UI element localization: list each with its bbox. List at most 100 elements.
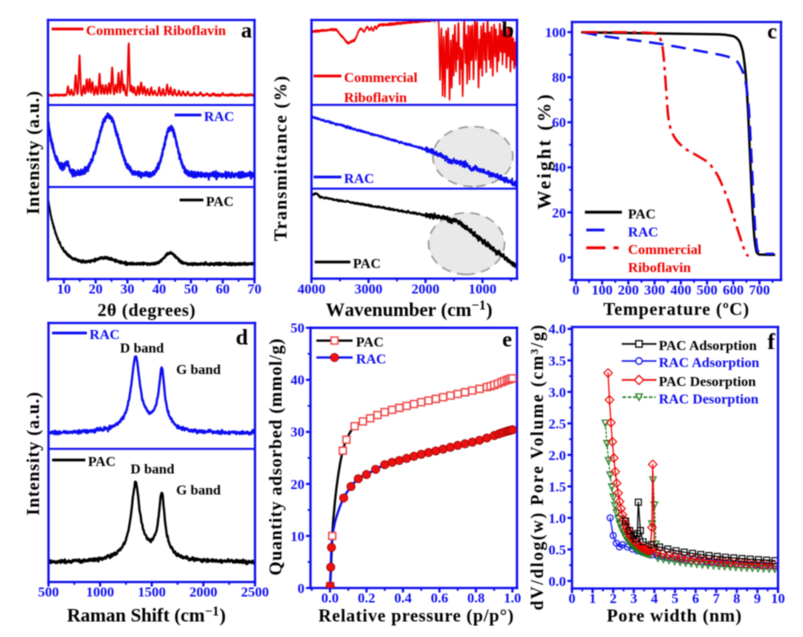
svg-text:Transmittance (%): Transmittance (%) [270, 75, 291, 241]
svg-text:PAC: PAC [88, 455, 116, 470]
svg-text:2.5: 2.5 [549, 417, 566, 432]
svg-text:c: c [767, 18, 777, 43]
svg-text:400: 400 [670, 284, 691, 299]
svg-text:Commercial: Commercial [628, 243, 702, 258]
svg-text:6: 6 [692, 592, 699, 607]
svg-text:2θ (degrees): 2θ (degrees) [97, 300, 195, 321]
svg-text:300: 300 [644, 284, 665, 299]
svg-text:Intensity (a.u.): Intensity (a.u.) [23, 90, 44, 214]
svg-text:a: a [241, 17, 252, 42]
svg-text:20: 20 [89, 283, 103, 298]
svg-text:RAC Adsorption: RAC Adsorption [659, 356, 760, 371]
svg-text:G band: G band [176, 484, 221, 499]
svg-text:1500: 1500 [138, 586, 166, 601]
svg-text:0: 0 [298, 582, 305, 597]
svg-text:50: 50 [291, 322, 305, 337]
svg-text:Riboflavin: Riboflavin [628, 261, 691, 276]
svg-text:0.0: 0.0 [549, 575, 566, 590]
svg-text:f: f [767, 329, 775, 354]
svg-text:1000: 1000 [86, 586, 114, 601]
svg-text:500: 500 [697, 284, 718, 299]
svg-text:RAC: RAC [344, 172, 374, 187]
svg-text:1.0: 1.0 [504, 592, 521, 607]
svg-text:30: 30 [120, 283, 134, 298]
svg-text:2000: 2000 [412, 282, 440, 297]
svg-text:1000: 1000 [469, 282, 497, 297]
svg-text:Weight (%): Weight (%) [534, 92, 555, 209]
svg-text:3.5: 3.5 [549, 354, 566, 369]
svg-text:500: 500 [38, 586, 59, 601]
svg-text:Pore width (nm): Pore width (nm) [607, 606, 742, 627]
svg-text:1: 1 [589, 592, 596, 607]
svg-text:20: 20 [291, 478, 305, 493]
svg-text:PAC Desorption: PAC Desorption [659, 375, 756, 390]
svg-text:4000: 4000 [298, 282, 326, 297]
svg-text:Riboflavin: Riboflavin [344, 91, 407, 106]
svg-text:10: 10 [291, 530, 305, 545]
svg-text:40: 40 [291, 374, 305, 389]
svg-text:Quantity adsorbed (mmol/g): Quantity adsorbed (mmol/g) [265, 338, 286, 576]
svg-text:2.0: 2.0 [549, 449, 566, 464]
svg-text:d: d [236, 324, 248, 349]
svg-text:3000: 3000 [355, 282, 383, 297]
svg-text:e: e [502, 326, 512, 351]
svg-text:4: 4 [651, 592, 658, 607]
svg-text:PAC: PAC [353, 257, 381, 272]
svg-text:0.2: 0.2 [358, 592, 375, 607]
svg-text:D band: D band [120, 342, 164, 357]
svg-text:10: 10 [771, 592, 785, 607]
svg-text:7: 7 [713, 592, 720, 607]
svg-text:RAC Desorption: RAC Desorption [659, 392, 759, 407]
svg-text:200: 200 [618, 284, 639, 299]
svg-text:PAC: PAC [628, 207, 656, 222]
svg-text:600: 600 [723, 284, 744, 299]
svg-text:0.0: 0.0 [321, 592, 338, 607]
svg-text:3: 3 [630, 592, 637, 607]
svg-text:0.8: 0.8 [467, 592, 484, 607]
svg-text:30: 30 [291, 426, 305, 441]
svg-text:3.0: 3.0 [549, 386, 566, 401]
svg-text:1.5: 1.5 [549, 480, 566, 495]
svg-text:0.6: 0.6 [431, 592, 448, 607]
svg-text:D band: D band [131, 463, 175, 478]
svg-text:b: b [502, 17, 514, 42]
svg-text:40: 40 [552, 161, 566, 176]
svg-text:8: 8 [733, 592, 740, 607]
svg-text:Intensity (a.u.): Intensity (a.u.) [23, 391, 44, 515]
svg-text:Commercial: Commercial [344, 71, 418, 86]
svg-text:W a v e n: W a v e n u m b e r ( c m ) − 1 [326, 290, 498, 321]
svg-text:10: 10 [57, 283, 71, 298]
svg-text:PAC: PAC [356, 336, 384, 351]
svg-text:700: 700 [749, 284, 770, 299]
svg-text:0: 0 [569, 592, 576, 607]
svg-text:RAC: RAC [628, 225, 658, 240]
svg-text:RAC: RAC [204, 110, 234, 125]
svg-text:70: 70 [248, 283, 262, 298]
svg-text:80: 80 [552, 71, 566, 86]
svg-text:100: 100 [592, 284, 613, 299]
svg-text:0: 0 [559, 251, 566, 266]
svg-text:Commercial Riboflavin: Commercial Riboflavin [86, 24, 226, 39]
svg-text:60: 60 [216, 283, 230, 298]
svg-text:100: 100 [545, 26, 566, 41]
svg-text:dV/dlog(w) Pore Volume (cm³/g): dV/dlog(w) Pore Volume (cm³/g) [527, 323, 547, 610]
svg-text:2000: 2000 [189, 586, 217, 601]
svg-text:Temperature (ºC): Temperature (ºC) [603, 299, 750, 320]
svg-text:2500: 2500 [241, 586, 269, 601]
svg-text:Relative pressure (p/p°): Relative pressure (p/p°) [318, 606, 514, 627]
svg-text:1.0: 1.0 [549, 512, 566, 527]
svg-text:0: 0 [572, 284, 579, 299]
svg-text:50: 50 [184, 283, 198, 298]
svg-text:4.0: 4.0 [549, 323, 566, 338]
svg-text:9: 9 [754, 592, 761, 607]
svg-text:60: 60 [552, 116, 566, 131]
svg-text:0.4: 0.4 [394, 592, 411, 607]
svg-text:R a m a n: R a m a n S h i f t ( c m ) − 1 [67, 595, 231, 626]
svg-text:G band: G band [176, 363, 221, 378]
svg-text:RAC: RAC [356, 353, 386, 368]
svg-text:PAC: PAC [206, 195, 234, 210]
svg-text:PAC Adsorption: PAC Adsorption [659, 339, 757, 354]
svg-text:2: 2 [610, 592, 617, 607]
svg-text:0.5: 0.5 [549, 543, 566, 558]
svg-text:RAC: RAC [90, 328, 120, 343]
